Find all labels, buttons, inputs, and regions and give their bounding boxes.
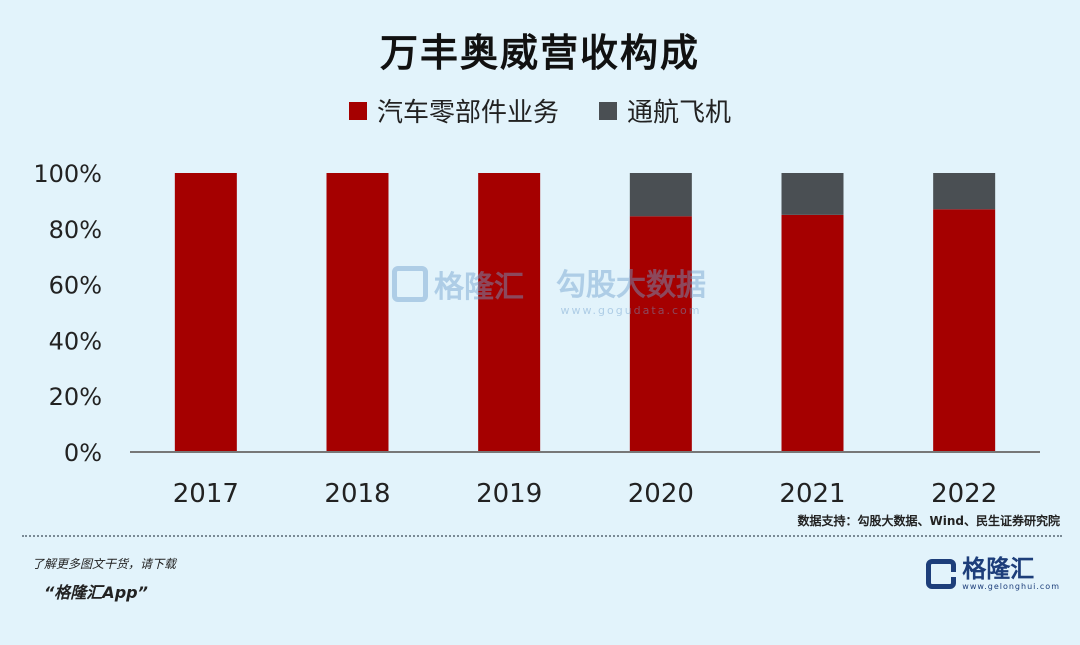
bars	[174, 173, 996, 452]
legend-swatch-auto-parts	[348, 101, 367, 120]
divider	[22, 535, 1062, 537]
y-axis-labels: 100% 80% 60% 40% 20% 0%	[33, 160, 102, 467]
x-tick-label: 2021	[779, 479, 845, 509]
y-tick-label: 20%	[49, 383, 102, 411]
legend-label-auto-parts: 汽车零部件业务	[376, 98, 559, 128]
y-tick-label: 60%	[49, 272, 102, 300]
bar-2020-series-0	[629, 216, 692, 452]
bar-2022-series-1	[933, 173, 996, 210]
chart-title: 万丰奥威营收构成	[379, 31, 700, 75]
legend: 汽车零部件业务 通航飞机	[0, 92, 1080, 129]
bar-2021-series-0	[781, 214, 844, 452]
brand-name: 格隆汇	[962, 555, 1035, 583]
footer-download-prompt: 了解更多图文干货，请下载	[32, 557, 177, 571]
watermark-logo-icon	[392, 266, 428, 302]
bar-chart: 100%80%60%40%20%0% 2017 2018 2019 2020 2021 2…	[33, 160, 1040, 509]
watermark-left: 格隆汇	[392, 262, 524, 306]
bar-2018-series-0	[326, 173, 389, 452]
x-tick-label: 2017	[173, 479, 239, 509]
y-tick-label: 0%	[64, 439, 102, 467]
bar-2021-series-1	[781, 173, 844, 215]
y-tick-label: 100%	[33, 160, 102, 188]
watermark-right-sub: www.gogudata.com	[560, 304, 702, 317]
brand-url: www.gelonghui.com	[962, 582, 1060, 591]
legend-label-aircraft: 通航飞机	[627, 98, 732, 128]
bar-2019-series-0	[478, 173, 541, 452]
watermark-right-text: 勾股大数据	[556, 268, 706, 303]
bar-2020-series-1	[629, 173, 692, 217]
brand-logo: 格隆汇 www.gelonghui.com	[926, 556, 1060, 591]
brand-g-icon	[926, 558, 957, 589]
bar-2022-series-0	[933, 209, 996, 452]
footer-app-name: “格隆汇App”	[44, 583, 148, 602]
y-tick-label: 80%	[49, 216, 102, 244]
watermark-right: 勾股大数据 www.gogudata.com	[556, 260, 706, 317]
x-axis-labels: 2017 2018 2019 2020 2021 2022	[173, 479, 998, 509]
x-tick-label: 2019	[476, 479, 542, 509]
x-tick-label: 2022	[931, 479, 997, 509]
legend-item-auto-parts: 汽车零部件业务	[348, 92, 559, 129]
bar-2017-series-0	[174, 173, 237, 452]
y-tick-label: 40%	[49, 327, 102, 355]
source-note: 数据支持：勾股大数据、Wind、民生证券研究院	[797, 514, 1060, 528]
legend-item-aircraft: 通航飞机	[599, 92, 731, 129]
x-tick-label: 2018	[324, 479, 390, 509]
watermark-left-text: 格隆汇	[434, 270, 524, 305]
x-tick-label: 2020	[628, 479, 694, 509]
legend-swatch-aircraft	[599, 101, 617, 120]
